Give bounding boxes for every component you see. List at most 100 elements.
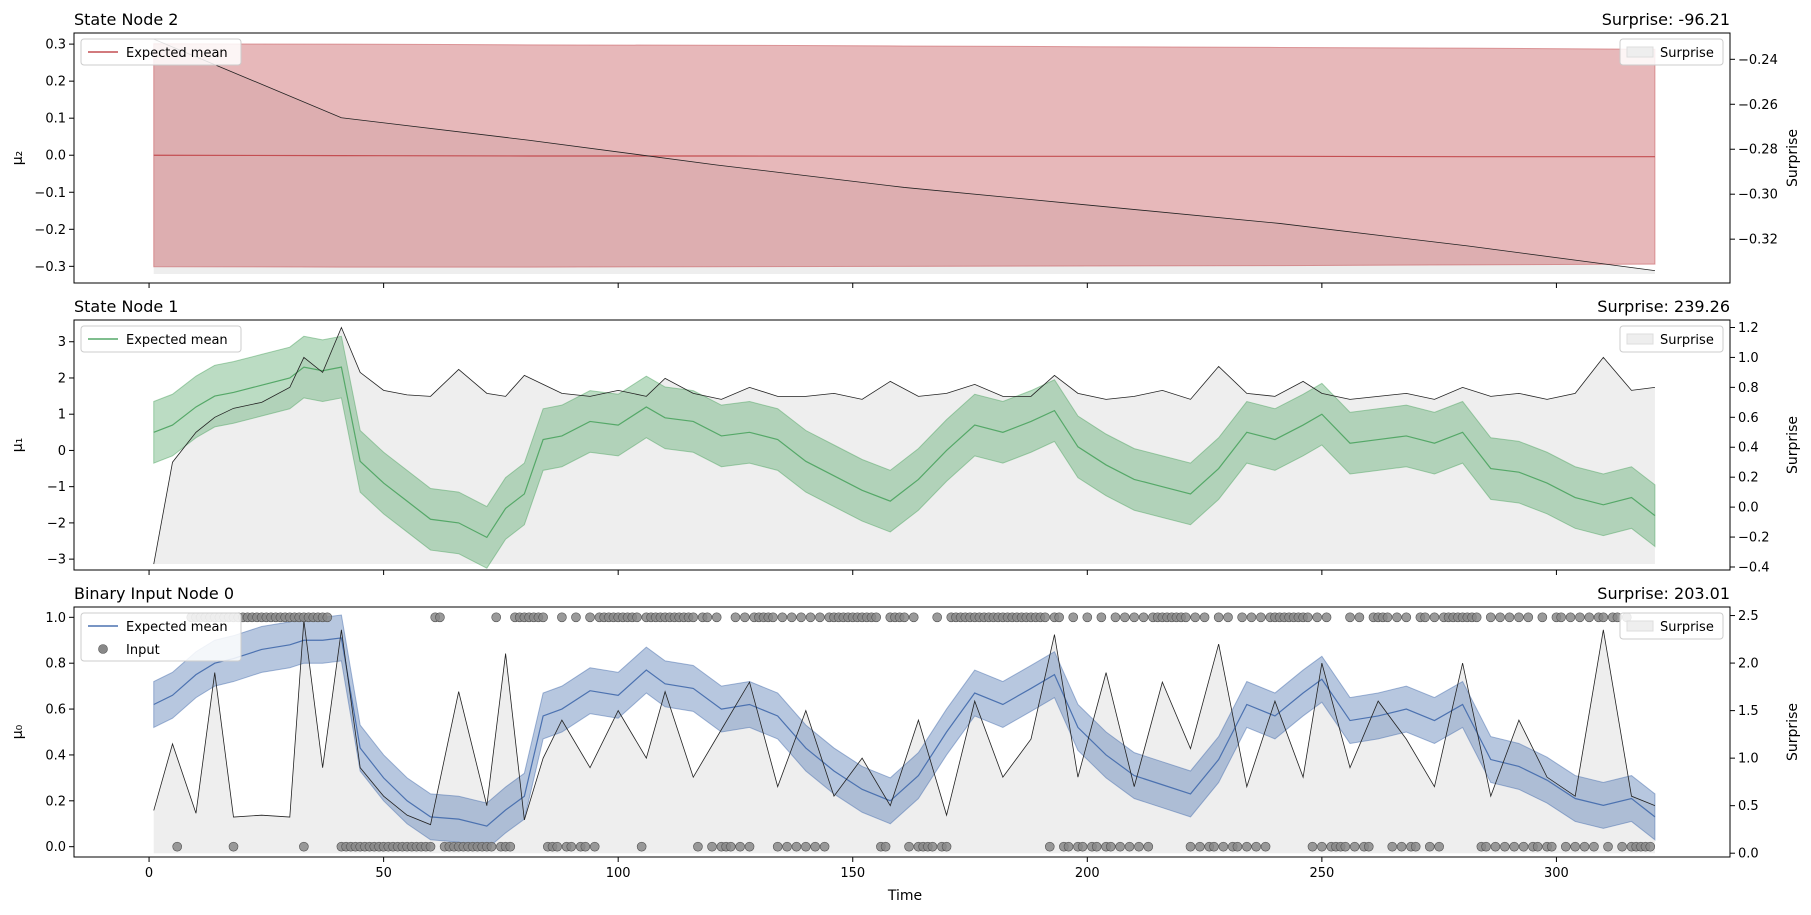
x-tick-label: 200 — [1075, 866, 1100, 881]
input-point — [425, 841, 436, 852]
y2-tick-label: 1.5 — [1738, 704, 1759, 719]
input-point — [1363, 841, 1374, 852]
input-point — [1509, 841, 1520, 852]
input-point — [1040, 612, 1050, 623]
input-point — [636, 841, 647, 852]
input-point — [1556, 612, 1566, 623]
expected-mean-line — [153, 637, 1656, 827]
input-point — [1410, 841, 1421, 852]
input-point — [730, 612, 741, 623]
input-point — [589, 841, 600, 852]
input-point — [1349, 841, 1360, 852]
y2-tick-label: 0.2 — [1738, 471, 1759, 486]
input-point — [1645, 841, 1656, 852]
input-point — [1546, 841, 1557, 852]
input-point — [1242, 841, 1252, 852]
panel-title: Binary Input Node 0 — [74, 584, 234, 603]
x-tick-label: 250 — [1309, 866, 1334, 881]
input-point — [1401, 612, 1412, 623]
input-point — [1190, 612, 1201, 623]
y2-tick-label: −0.4 — [1738, 561, 1770, 576]
input-point — [1537, 612, 1548, 623]
y-tick-label: 0.2 — [45, 75, 66, 90]
input-point — [435, 612, 445, 623]
input-point — [1589, 841, 1599, 852]
input-point — [1514, 612, 1524, 623]
surprise-line — [153, 620, 1656, 826]
input-point — [1068, 612, 1079, 623]
input-point — [1485, 612, 1496, 623]
input-point — [1077, 841, 1088, 852]
y-tick-label: 2 — [58, 371, 66, 386]
input-point — [772, 841, 783, 852]
input-point — [1584, 612, 1595, 623]
surprise-area — [153, 620, 1655, 854]
y2-tick-label: 0.6 — [1738, 411, 1759, 426]
uncertainty-band — [153, 614, 1656, 850]
y-tick-label: 1 — [58, 408, 66, 423]
y-tick-label: 0.2 — [45, 794, 66, 809]
input-point — [1199, 612, 1210, 623]
input-point — [566, 841, 577, 852]
y-tick-label: 0.3 — [45, 38, 66, 53]
input-point — [1120, 612, 1130, 623]
input-point — [1617, 841, 1627, 852]
input-point — [941, 841, 952, 852]
input-point — [1260, 841, 1271, 852]
input-point — [486, 841, 497, 852]
input-point — [1340, 841, 1351, 852]
input-point — [1518, 841, 1529, 852]
input-point — [1434, 841, 1444, 852]
input-point — [1082, 612, 1093, 623]
y-tick-label: −0.3 — [34, 260, 66, 275]
input-point — [1579, 841, 1590, 852]
input-point — [1317, 841, 1327, 852]
y-axis-label: μ₂ — [10, 151, 26, 166]
input-point — [782, 841, 792, 852]
input-point — [908, 612, 919, 623]
x-tick-label: 0 — [145, 866, 153, 881]
y2-axis-label: Surprise — [1785, 416, 1801, 474]
panel-title: State Node 1 — [74, 297, 178, 316]
y2-tick-label: −0.26 — [1738, 98, 1778, 113]
y2-tick-label: −0.24 — [1738, 53, 1778, 68]
y-tick-label: 0.8 — [45, 657, 66, 672]
input-point — [1307, 841, 1318, 852]
input-point — [725, 841, 736, 852]
y2-tick-label: 1.0 — [1738, 752, 1759, 767]
y2-tick-label: 2.0 — [1738, 657, 1759, 672]
legend-label-mean: Expected mean — [126, 46, 228, 61]
y-tick-label: 0.0 — [45, 840, 66, 855]
input-point — [819, 841, 830, 852]
axes-frame — [73, 32, 1731, 284]
y-tick-label: 1.0 — [45, 611, 66, 626]
input-point — [1213, 612, 1224, 623]
input-point — [1471, 612, 1482, 623]
input-point — [1321, 612, 1332, 623]
input-point — [1237, 612, 1247, 623]
input-point — [1429, 612, 1440, 623]
input-point — [932, 612, 942, 623]
legend-right: Surprise — [1619, 38, 1724, 66]
uncertainty-band — [153, 43, 1656, 268]
input-point — [702, 612, 713, 623]
y2-axis-label: Surprise — [1785, 129, 1801, 187]
input-point — [1256, 612, 1266, 623]
input-point — [1096, 612, 1107, 623]
input-point — [1354, 612, 1365, 623]
x-tick-label: 150 — [840, 866, 865, 881]
input-point — [1345, 612, 1355, 623]
y2-tick-label: 1.2 — [1738, 321, 1759, 336]
y2-tick-label: −0.28 — [1738, 143, 1778, 158]
x-tick-label: 300 — [1544, 866, 1569, 881]
y-tick-label: 0.1 — [45, 112, 66, 127]
surprise-line — [153, 38, 1655, 272]
input-point — [810, 841, 821, 852]
y-axis-label: μ₀ — [10, 724, 26, 739]
legend-left: Expected mean — [80, 325, 242, 353]
input-point — [1044, 841, 1055, 852]
input-point — [1138, 612, 1149, 623]
input-point — [880, 841, 891, 852]
y-tick-label: −1 — [47, 480, 66, 495]
